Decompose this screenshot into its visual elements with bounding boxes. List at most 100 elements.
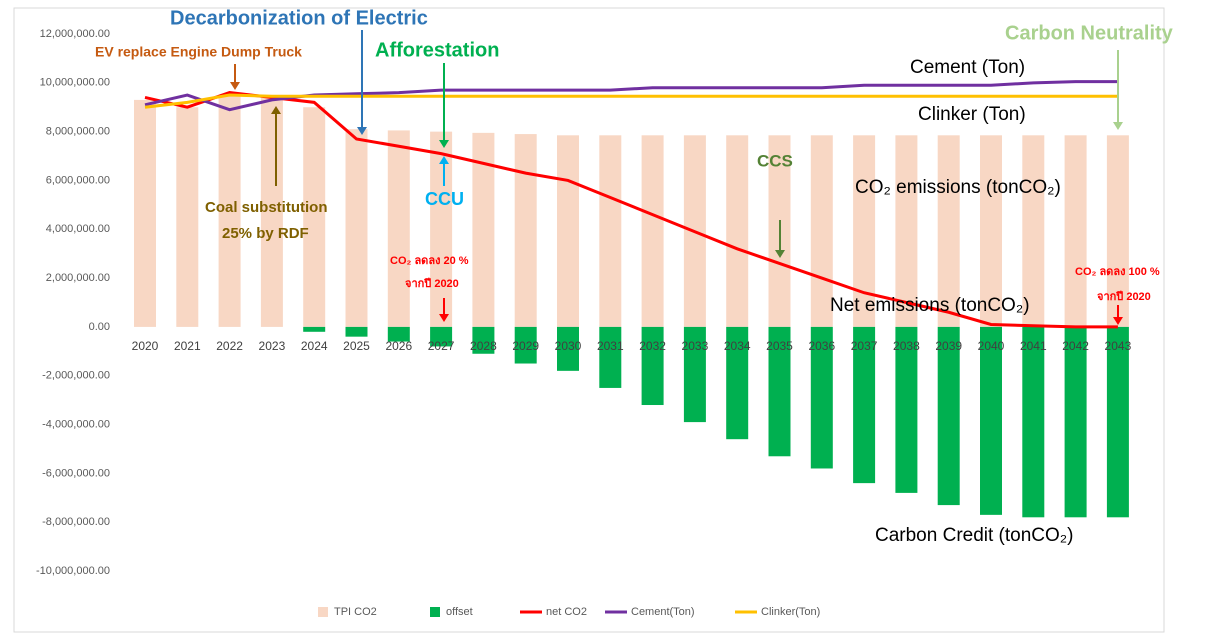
y-tick-label: -8,000,000.00 bbox=[42, 516, 110, 528]
y-tick-label: 4,000,000.00 bbox=[46, 223, 110, 235]
x-tick-label: 2029 bbox=[512, 339, 539, 353]
x-tick-label: 2032 bbox=[639, 339, 666, 353]
y-tick-label: 10,000,000.00 bbox=[40, 77, 110, 89]
y-tick-label: 0.00 bbox=[89, 321, 110, 333]
x-tick-label: 2038 bbox=[893, 339, 920, 353]
bar bbox=[599, 135, 622, 327]
legend-label: Clinker(Ton) bbox=[761, 606, 820, 618]
bar bbox=[387, 130, 410, 327]
bar bbox=[726, 135, 749, 327]
x-tick-label: 2024 bbox=[301, 339, 328, 353]
bar bbox=[1106, 135, 1129, 327]
bar bbox=[599, 326, 622, 388]
x-tick-label: 2035 bbox=[766, 339, 793, 353]
arrow-head bbox=[1113, 317, 1123, 325]
bar bbox=[514, 326, 537, 364]
x-tick-label: 2036 bbox=[808, 339, 835, 353]
annotation: CO₂ ลดลง 100 % bbox=[1075, 266, 1160, 278]
x-tick-label: 2043 bbox=[1105, 339, 1132, 353]
y-tick-label: 12,000,000.00 bbox=[40, 28, 110, 40]
y-tick-label: 6,000,000.00 bbox=[46, 174, 110, 186]
bar bbox=[980, 326, 1002, 515]
legend-label: TPI CO2 bbox=[334, 606, 377, 618]
bar bbox=[641, 326, 664, 406]
annotation: Decarbonization of Electric bbox=[170, 7, 428, 29]
x-tick-label: 2027 bbox=[428, 339, 455, 353]
x-tick-label: 2028 bbox=[470, 339, 497, 353]
bar bbox=[810, 326, 833, 469]
legend-swatch bbox=[430, 607, 440, 617]
arrow-head bbox=[230, 82, 240, 90]
x-tick-label: 2030 bbox=[555, 339, 582, 353]
bar bbox=[726, 326, 749, 440]
annotation: จากปี 2020 bbox=[405, 277, 459, 290]
annotation: Clinker (Ton) bbox=[918, 104, 1026, 125]
arrow-head bbox=[1113, 122, 1123, 130]
annotation: Net emissions (tonCO₂) bbox=[830, 295, 1030, 316]
bar bbox=[557, 135, 579, 327]
bar bbox=[1106, 326, 1129, 518]
arrow-head bbox=[775, 250, 785, 258]
annotation: CO₂ ลดลง 20 % bbox=[390, 255, 469, 267]
annotation: Carbon Credit (tonCO₂) bbox=[875, 525, 1074, 546]
bar bbox=[430, 131, 453, 327]
annotation: Cement (Ton) bbox=[910, 57, 1025, 78]
bar bbox=[387, 326, 410, 342]
bar bbox=[853, 135, 876, 327]
annotation: Afforestation bbox=[375, 39, 499, 61]
bar bbox=[641, 135, 664, 327]
bar bbox=[345, 129, 368, 327]
y-tick-label: -10,000,000.00 bbox=[36, 565, 110, 577]
bar bbox=[1064, 326, 1087, 518]
legend-label: offset bbox=[446, 606, 473, 618]
bar bbox=[937, 326, 960, 506]
y-tick-label: -2,000,000.00 bbox=[42, 370, 110, 382]
x-tick-label: 2023 bbox=[259, 339, 286, 353]
x-tick-label: 2025 bbox=[343, 339, 370, 353]
arrow-head bbox=[439, 140, 449, 148]
x-tick-label: 2040 bbox=[978, 339, 1005, 353]
x-tick-label: 2022 bbox=[216, 339, 243, 353]
legend-label: Cement(Ton) bbox=[631, 606, 695, 618]
bar bbox=[683, 326, 706, 423]
legend-swatch bbox=[318, 607, 328, 617]
x-tick-label: 2026 bbox=[385, 339, 412, 353]
annotation: CCS bbox=[757, 151, 793, 170]
bar bbox=[260, 97, 283, 327]
bar bbox=[472, 326, 495, 354]
bar bbox=[472, 132, 495, 327]
bar bbox=[303, 326, 326, 332]
bar bbox=[218, 95, 241, 327]
line bbox=[144, 93, 1118, 109]
bar bbox=[768, 326, 791, 457]
x-tick-label: 2034 bbox=[724, 339, 751, 353]
arrow-head bbox=[439, 314, 449, 322]
annotation: Coal substitution bbox=[205, 199, 328, 216]
annotation: CCU bbox=[425, 189, 464, 209]
x-tick-label: 2039 bbox=[935, 339, 962, 353]
bar bbox=[176, 107, 199, 327]
y-tick-label: -4,000,000.00 bbox=[42, 418, 110, 430]
legend-label: net CO2 bbox=[546, 606, 587, 618]
y-tick-label: 8,000,000.00 bbox=[46, 126, 110, 138]
y-tick-label: -6,000,000.00 bbox=[42, 467, 110, 479]
line bbox=[144, 91, 1118, 329]
x-tick-label: 2021 bbox=[174, 339, 201, 353]
bar bbox=[1022, 135, 1045, 327]
bar bbox=[557, 326, 579, 371]
x-tick-label: 2042 bbox=[1062, 339, 1089, 353]
bar bbox=[895, 326, 918, 493]
bar bbox=[514, 134, 537, 327]
annotation: Carbon Neutrality bbox=[1005, 22, 1174, 44]
x-tick-label: 2041 bbox=[1020, 339, 1047, 353]
x-tick-label: 2037 bbox=[851, 339, 878, 353]
bar bbox=[1064, 135, 1087, 327]
annotation: จากปี 2020 bbox=[1097, 290, 1151, 303]
annotation: 25% by RDF bbox=[222, 225, 309, 242]
x-tick-label: 2020 bbox=[132, 339, 159, 353]
bar bbox=[937, 135, 960, 327]
y-tick-label: 2,000,000.00 bbox=[46, 272, 110, 284]
arrow-head bbox=[439, 156, 449, 164]
bar bbox=[345, 326, 368, 337]
